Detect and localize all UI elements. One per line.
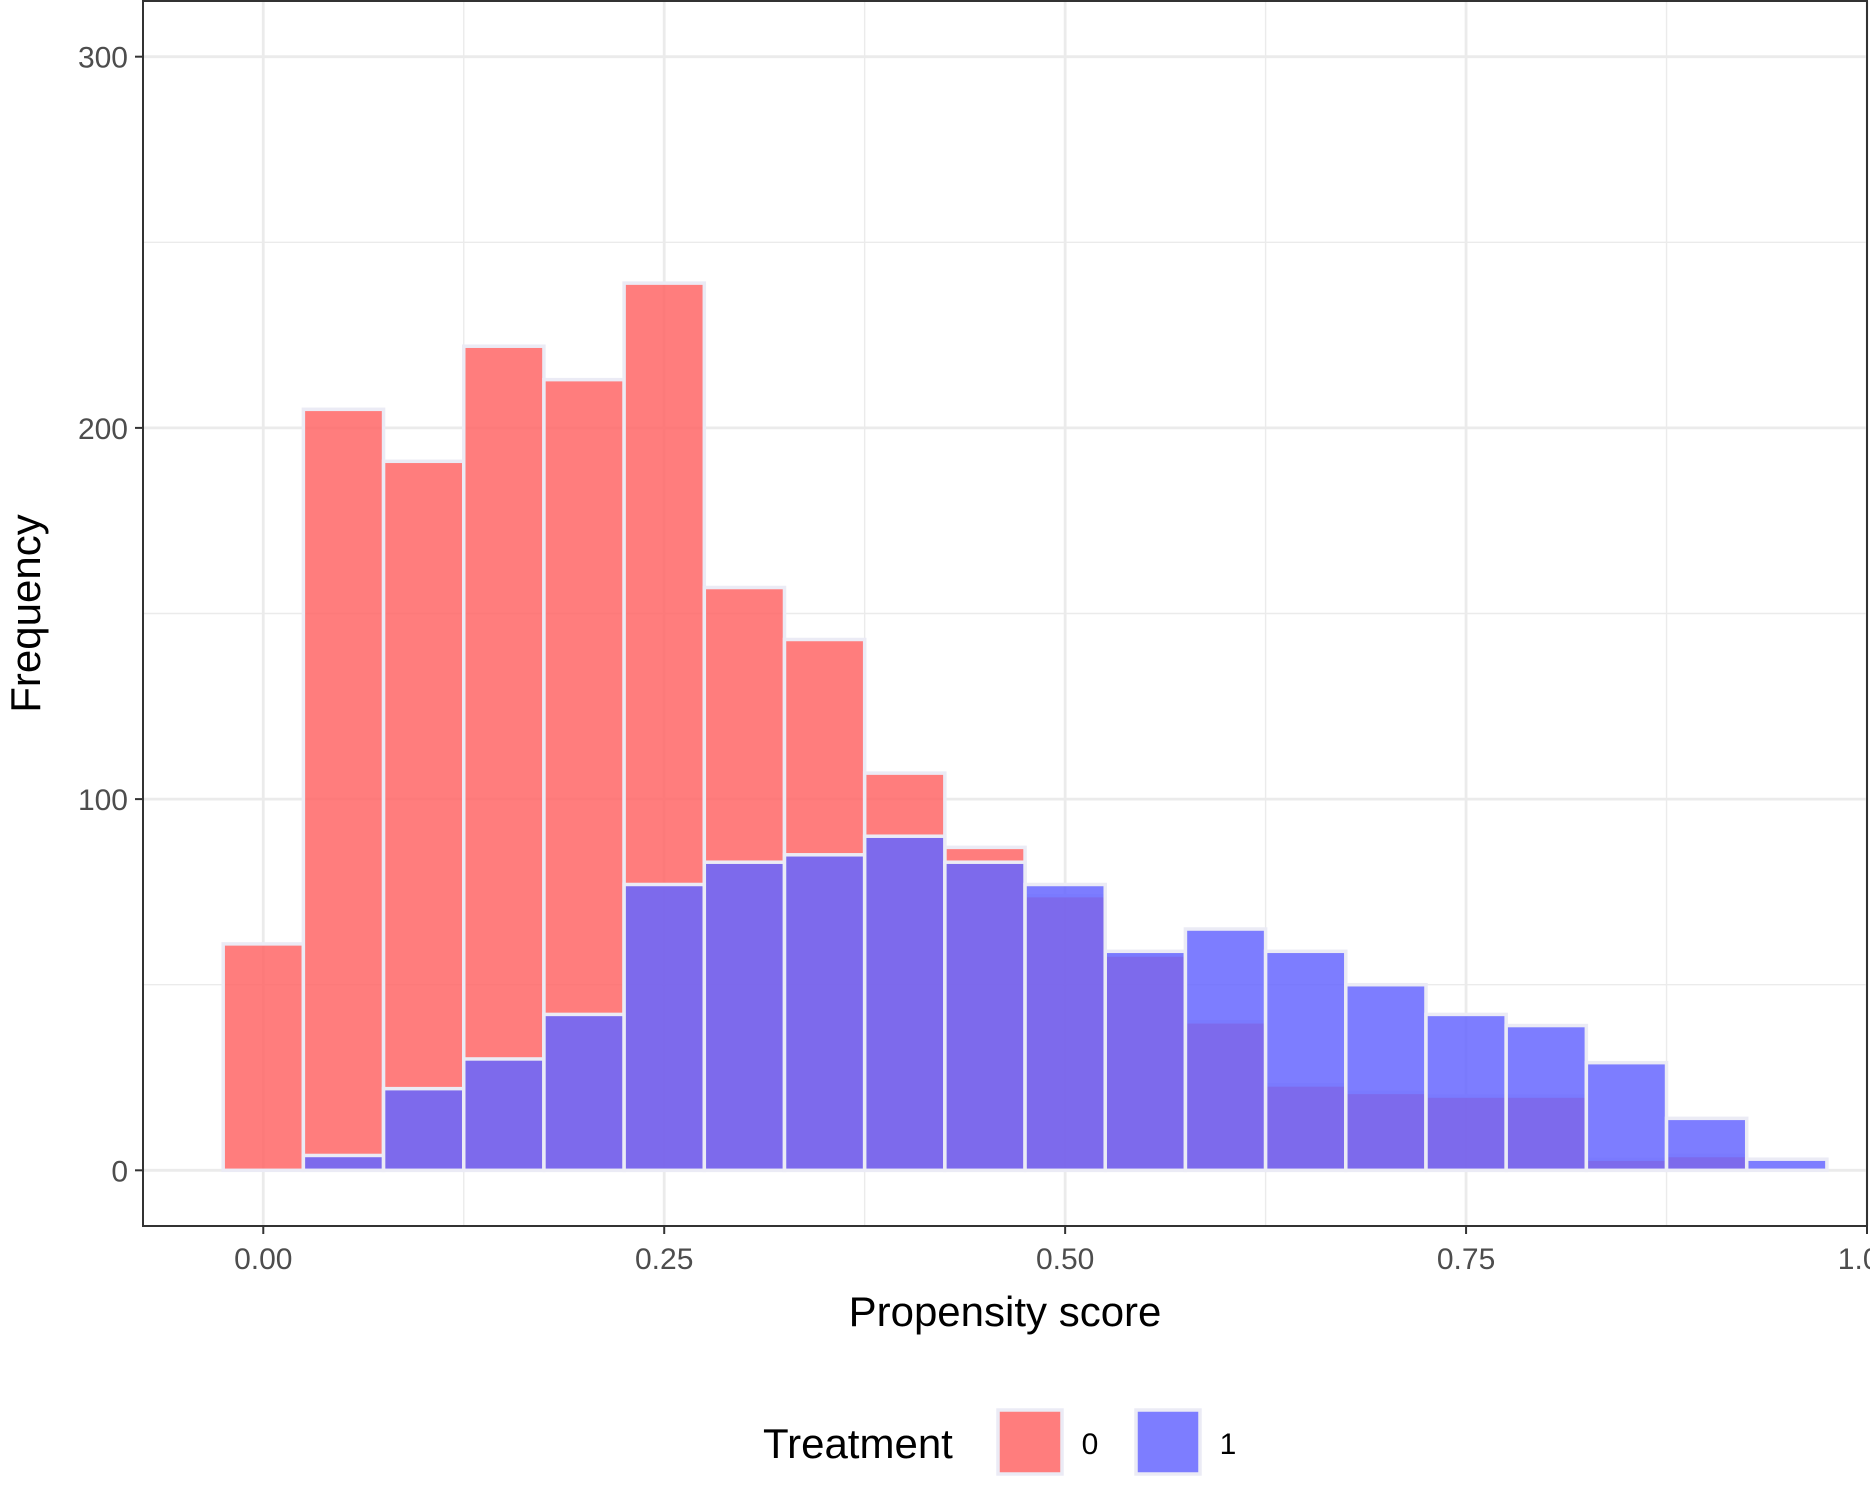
bar-series-1 bbox=[1584, 1060, 1669, 1173]
legend-label-1: 1 bbox=[1220, 1428, 1237, 1461]
bars-layer bbox=[221, 281, 1829, 1173]
bar-series-1 bbox=[1183, 927, 1268, 1173]
bar-series-0 bbox=[301, 407, 386, 1173]
bar-series-1 bbox=[862, 834, 947, 1173]
y-tick-label: 300 bbox=[78, 42, 128, 75]
legend-key-0 bbox=[996, 1408, 1064, 1476]
bar-series-1 bbox=[943, 860, 1027, 1173]
bar-series-1 bbox=[702, 860, 787, 1173]
x-tick-label: 0.00 bbox=[234, 1243, 292, 1276]
bar-series-1 bbox=[461, 1057, 546, 1173]
bar-series-1 bbox=[542, 1012, 626, 1173]
x-axis-title: Propensity score bbox=[849, 1288, 1162, 1335]
y-tick-label: 100 bbox=[78, 784, 128, 817]
y-axis-title: Frequency bbox=[2, 514, 49, 712]
bar-series-1 bbox=[1424, 1012, 1508, 1173]
y-tick-label: 200 bbox=[78, 413, 128, 446]
bar-series-1 bbox=[301, 1153, 386, 1173]
legend-label-0: 0 bbox=[1082, 1428, 1099, 1461]
bar-series-1 bbox=[381, 1086, 466, 1173]
x-tick-label: 1.00 bbox=[1838, 1243, 1870, 1276]
bar-series-1 bbox=[622, 882, 707, 1173]
panel-border bbox=[142, 0, 1868, 1227]
bar-series-1 bbox=[1664, 1116, 1749, 1173]
bar-series-1 bbox=[1744, 1157, 1829, 1173]
legend-key-1 bbox=[1134, 1408, 1202, 1476]
x-tick-label: 0.75 bbox=[1437, 1243, 1495, 1276]
bar-series-1 bbox=[1344, 982, 1428, 1173]
bar-series-0 bbox=[221, 942, 306, 1173]
axes-layer: 0.00 0.25 0.50 0.75 1.00 0 100 200 300 bbox=[78, 42, 1870, 1276]
bar-series-1 bbox=[1103, 949, 1188, 1173]
bar-series-1 bbox=[782, 853, 867, 1173]
bar-series-1 bbox=[1504, 1023, 1589, 1173]
x-tick-label: 0.50 bbox=[1036, 1243, 1094, 1276]
y-tick-label: 0 bbox=[111, 1155, 128, 1188]
bar-series-0 bbox=[381, 459, 466, 1173]
bar-series-0 bbox=[461, 344, 546, 1173]
bar-series-1 bbox=[1263, 949, 1348, 1173]
bar-series-1 bbox=[1023, 882, 1107, 1173]
x-tick-label: 0.25 bbox=[635, 1243, 693, 1276]
legend-title: Treatment bbox=[763, 1420, 953, 1467]
